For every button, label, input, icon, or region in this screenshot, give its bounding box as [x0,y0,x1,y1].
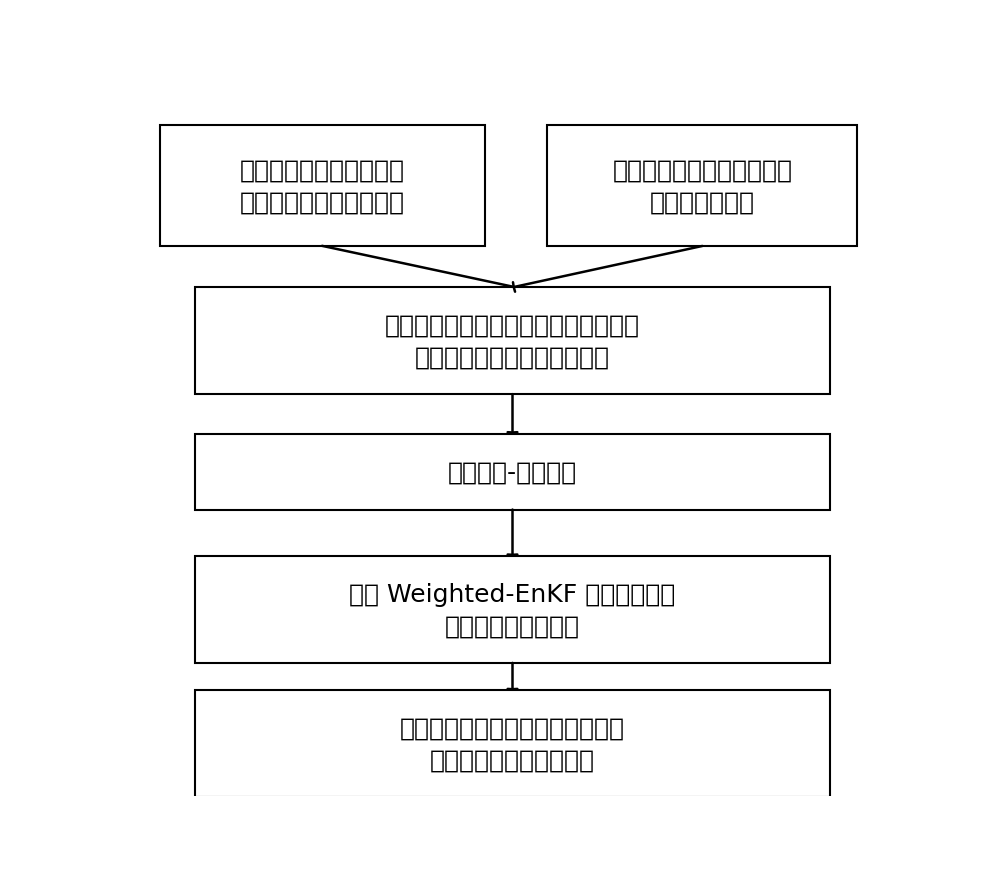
Text: 利用 Weighted-EnKF 算法对经验正
交函数系数进行反演: 利用 Weighted-EnKF 算法对经验正 交函数系数进行反演 [349,582,676,637]
Text: 在待测海域布设声源和接
收阵进行信号发射和采集: 在待测海域布设声源和接 收阵进行信号发射和采集 [240,158,405,215]
Bar [160,126,485,247]
Bar [195,691,830,797]
Text: 建立状态-空间模型: 建立状态-空间模型 [448,460,577,485]
Bar [195,556,830,663]
Text: 根据历史数据获取待测海域
的先验声速剖面: 根据历史数据获取待测海域 的先验声速剖面 [612,158,792,215]
Bar [195,288,830,394]
Bar [547,126,857,247]
Bar [195,434,830,510]
Text: 根据先验声速剖面，利用经验正交函数
及其系数表征该海域声速剖面: 根据先验声速剖面，利用经验正交函数 及其系数表征该海域声速剖面 [385,314,640,369]
Text: 根据反演得到的时变经验正交函数
系数，计算时变声速剖面: 根据反演得到的时变经验正交函数 系数，计算时变声速剖面 [400,716,625,772]
